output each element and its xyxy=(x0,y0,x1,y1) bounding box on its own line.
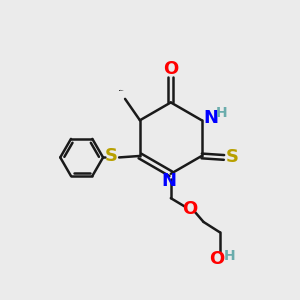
Text: H: H xyxy=(216,106,228,120)
Text: O: O xyxy=(163,60,178,78)
Text: O: O xyxy=(182,200,198,217)
Text: methyl: methyl xyxy=(119,89,124,91)
Text: N: N xyxy=(203,109,218,127)
Text: H: H xyxy=(224,249,235,263)
Text: O: O xyxy=(209,250,224,268)
Text: S: S xyxy=(226,148,239,166)
Text: N: N xyxy=(162,172,177,190)
Text: S: S xyxy=(105,147,118,165)
